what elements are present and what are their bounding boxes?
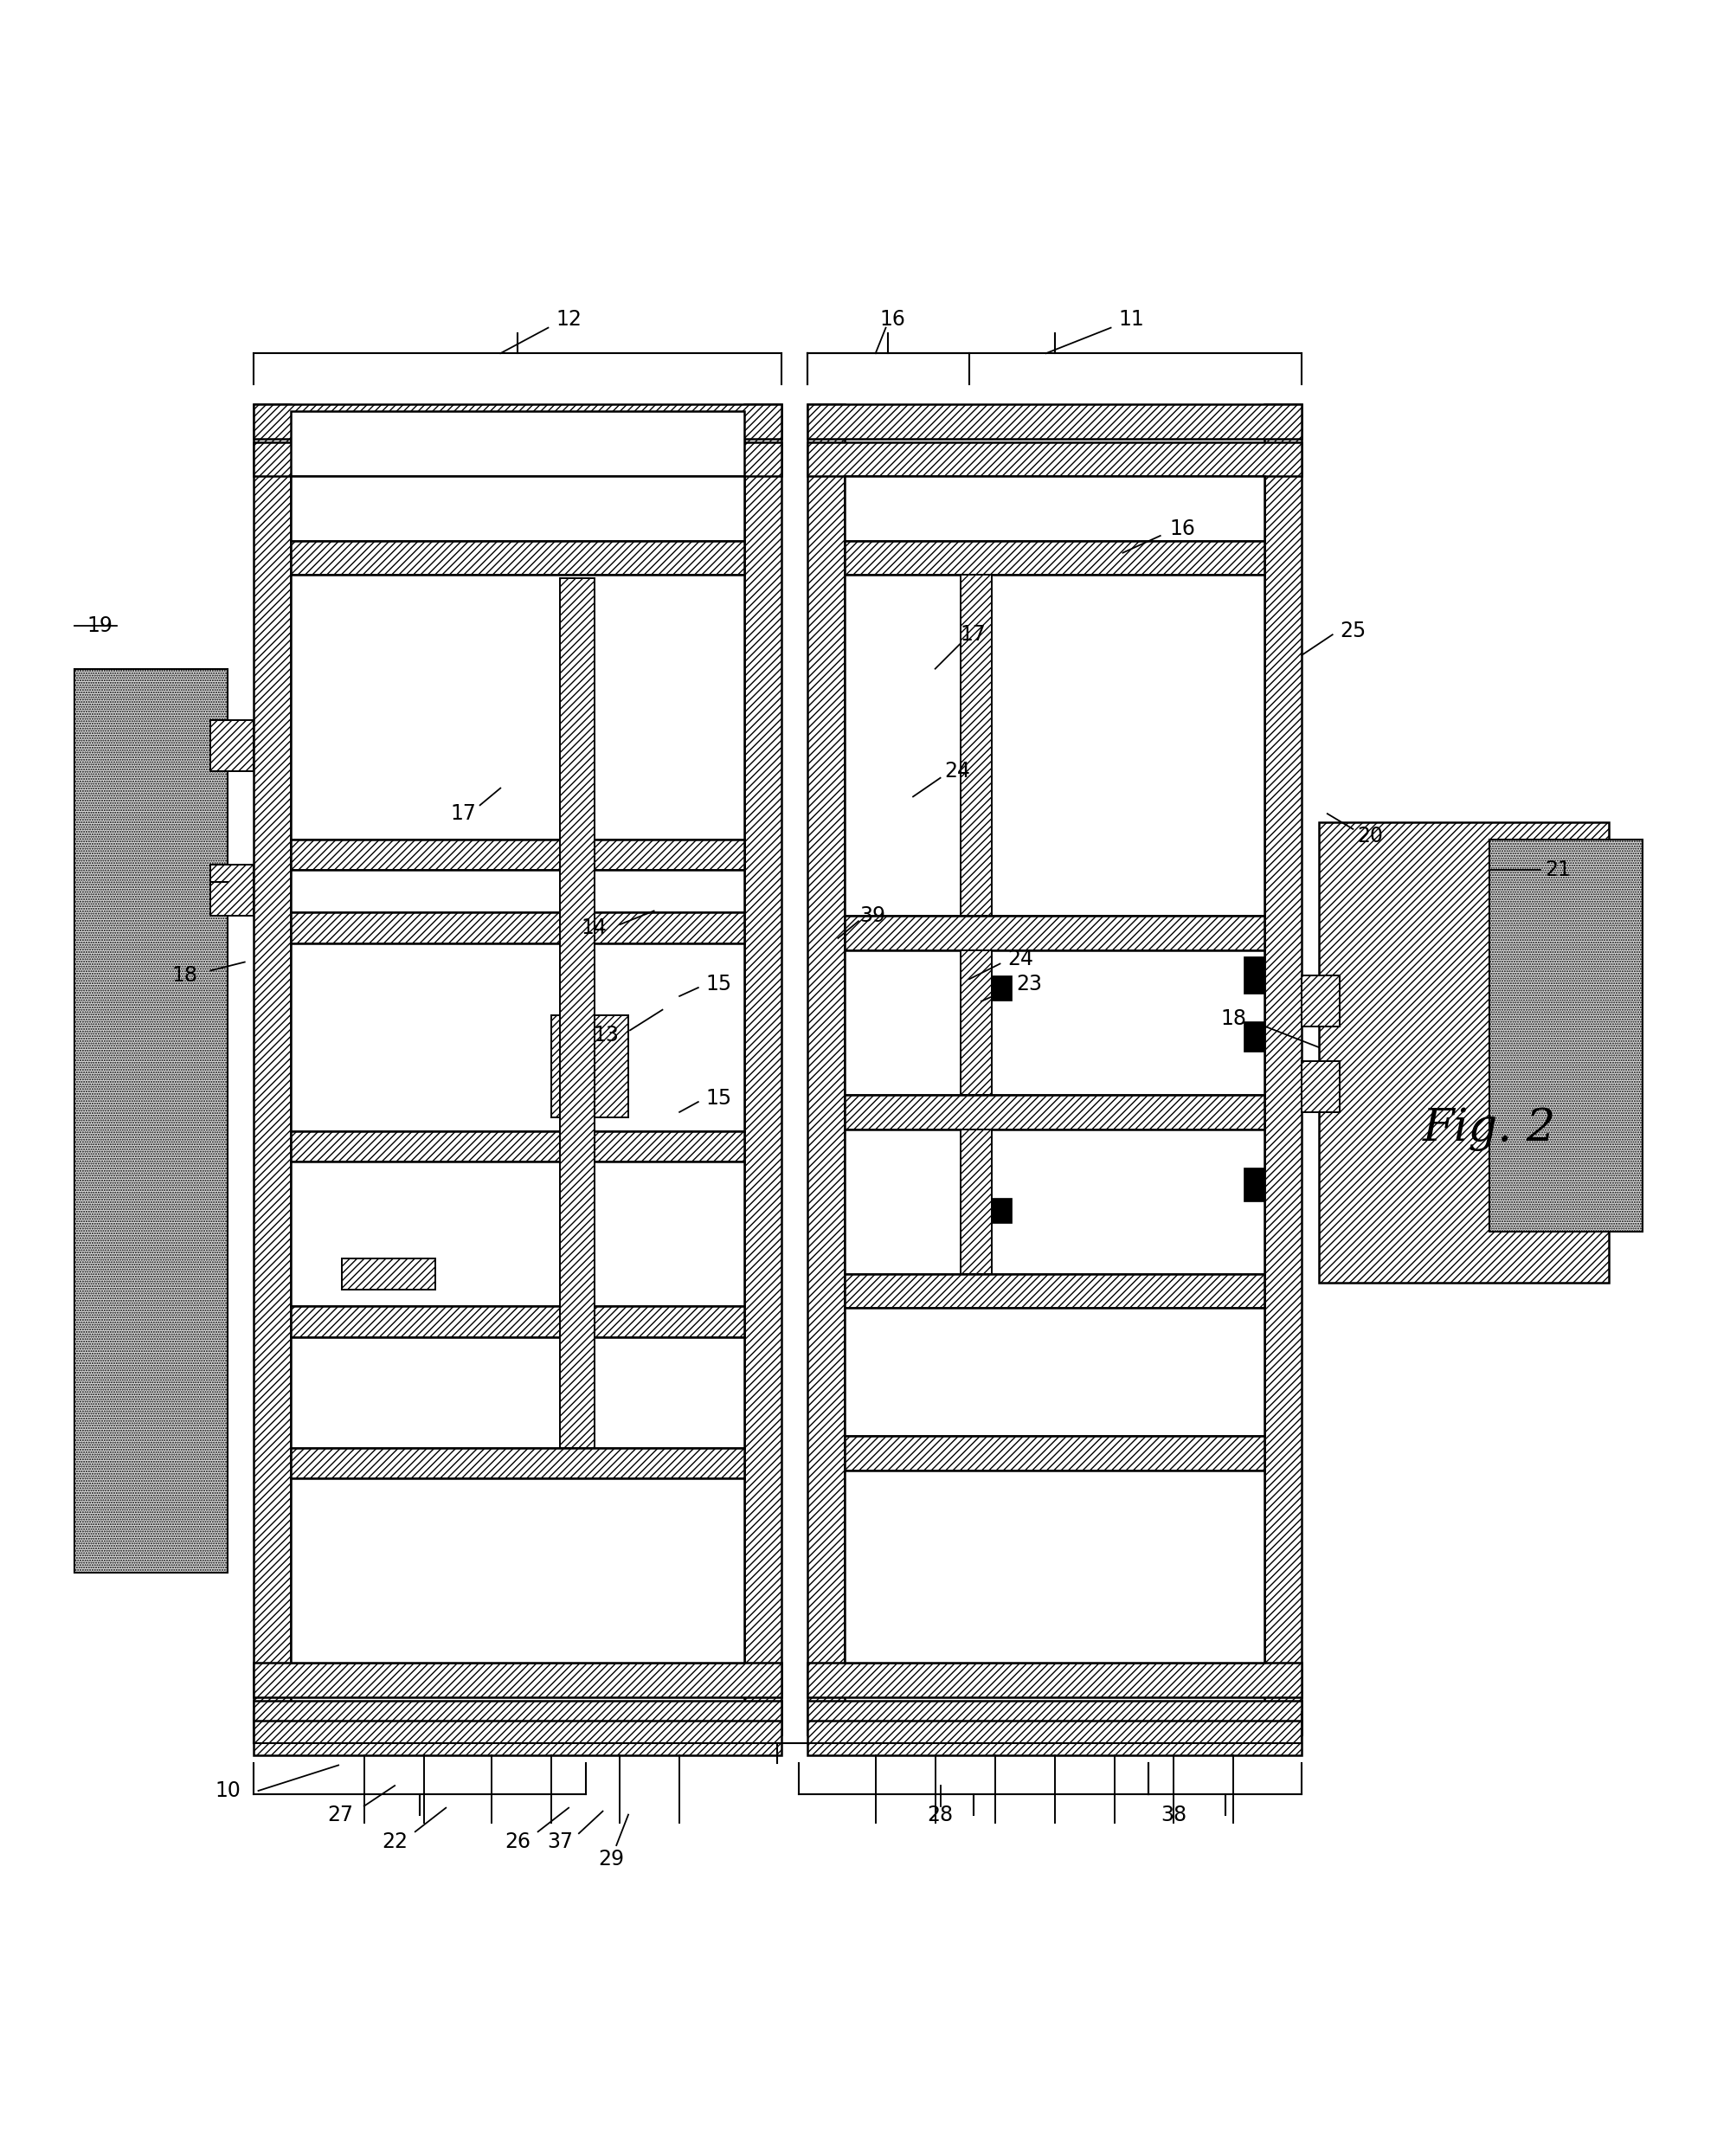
Bar	[252, 1720, 781, 1755]
Text: 23: 23	[1016, 975, 1042, 994]
Bar	[1301, 977, 1339, 1026]
Bar	[211, 720, 252, 772]
Bar	[342, 1259, 436, 1289]
Bar	[845, 541, 1264, 576]
Text: 28: 28	[927, 1805, 953, 1824]
Bar	[211, 865, 252, 916]
Bar	[290, 839, 527, 871]
Bar	[991, 1199, 1011, 1222]
Bar	[290, 1449, 743, 1479]
Bar	[290, 944, 743, 1132]
Bar	[1243, 955, 1264, 994]
Bar	[290, 871, 743, 912]
Bar	[290, 412, 743, 476]
Text: 15: 15	[706, 975, 731, 994]
Text: 24: 24	[1008, 949, 1034, 968]
Bar	[1264, 405, 1301, 1733]
Bar	[560, 578, 594, 1449]
Bar	[290, 576, 743, 839]
Text: 24: 24	[944, 761, 970, 780]
Bar	[807, 1701, 1301, 1733]
Text: 17: 17	[960, 625, 986, 645]
Text: Fig. 2: Fig. 2	[1423, 1106, 1556, 1151]
Bar	[845, 916, 1264, 951]
Bar	[845, 1130, 1264, 1274]
Bar	[962, 1130, 991, 1274]
Text: 26: 26	[505, 1833, 531, 1852]
Text: 27: 27	[328, 1805, 354, 1824]
Bar	[1243, 1169, 1264, 1201]
Text: 21: 21	[1545, 860, 1571, 880]
Bar	[807, 405, 845, 1733]
Bar	[845, 1470, 1264, 1662]
Bar	[845, 1274, 1264, 1309]
Bar	[807, 405, 1301, 438]
Text: 10: 10	[215, 1781, 240, 1800]
Bar	[845, 1436, 1264, 1470]
Text: 19: 19	[88, 617, 113, 636]
Bar	[290, 839, 743, 871]
Bar	[807, 1662, 1301, 1697]
Text: 18: 18	[172, 966, 197, 985]
Bar	[74, 668, 228, 1572]
Text: 17: 17	[450, 804, 476, 824]
Bar	[252, 405, 781, 438]
Text: 22: 22	[381, 1833, 407, 1852]
Text: 13: 13	[594, 1024, 620, 1046]
Bar	[290, 912, 743, 944]
Bar	[252, 1701, 781, 1733]
Text: 16: 16	[879, 308, 905, 330]
Bar	[551, 1015, 628, 1117]
Bar	[1301, 1061, 1339, 1112]
Text: 12: 12	[556, 308, 582, 330]
Bar	[290, 1479, 743, 1662]
Bar	[252, 405, 290, 1733]
Text: 18: 18	[1221, 1009, 1247, 1028]
Bar	[290, 476, 743, 541]
Text: 25: 25	[1339, 621, 1367, 642]
Text: 20: 20	[1356, 826, 1382, 847]
Text: 38: 38	[1161, 1805, 1186, 1824]
Bar	[845, 951, 1264, 1095]
Bar	[807, 1720, 1301, 1755]
Bar	[1319, 821, 1609, 1283]
Bar	[991, 975, 1011, 1000]
Bar	[290, 1162, 743, 1307]
Bar	[290, 1307, 743, 1337]
Text: 11: 11	[1118, 308, 1144, 330]
Bar	[807, 442, 1301, 476]
Bar	[845, 576, 1264, 916]
Bar	[290, 541, 743, 576]
Bar	[962, 576, 991, 916]
Bar	[743, 405, 781, 1733]
Bar	[845, 1095, 1264, 1130]
Text: 15: 15	[706, 1089, 731, 1108]
Bar	[527, 839, 743, 871]
Bar	[252, 1662, 781, 1697]
Bar	[845, 476, 1264, 541]
Bar	[962, 951, 991, 1095]
Text: 16: 16	[1169, 520, 1195, 539]
Text: 29: 29	[598, 1848, 625, 1869]
Bar	[252, 442, 781, 476]
Bar	[290, 1132, 743, 1162]
Bar	[290, 1337, 743, 1449]
Bar	[1489, 839, 1643, 1231]
Bar	[845, 1309, 1264, 1436]
Text: 14: 14	[582, 918, 608, 938]
Text: 37: 37	[548, 1833, 573, 1852]
Bar	[1243, 1022, 1264, 1052]
Text: 39: 39	[858, 906, 886, 927]
